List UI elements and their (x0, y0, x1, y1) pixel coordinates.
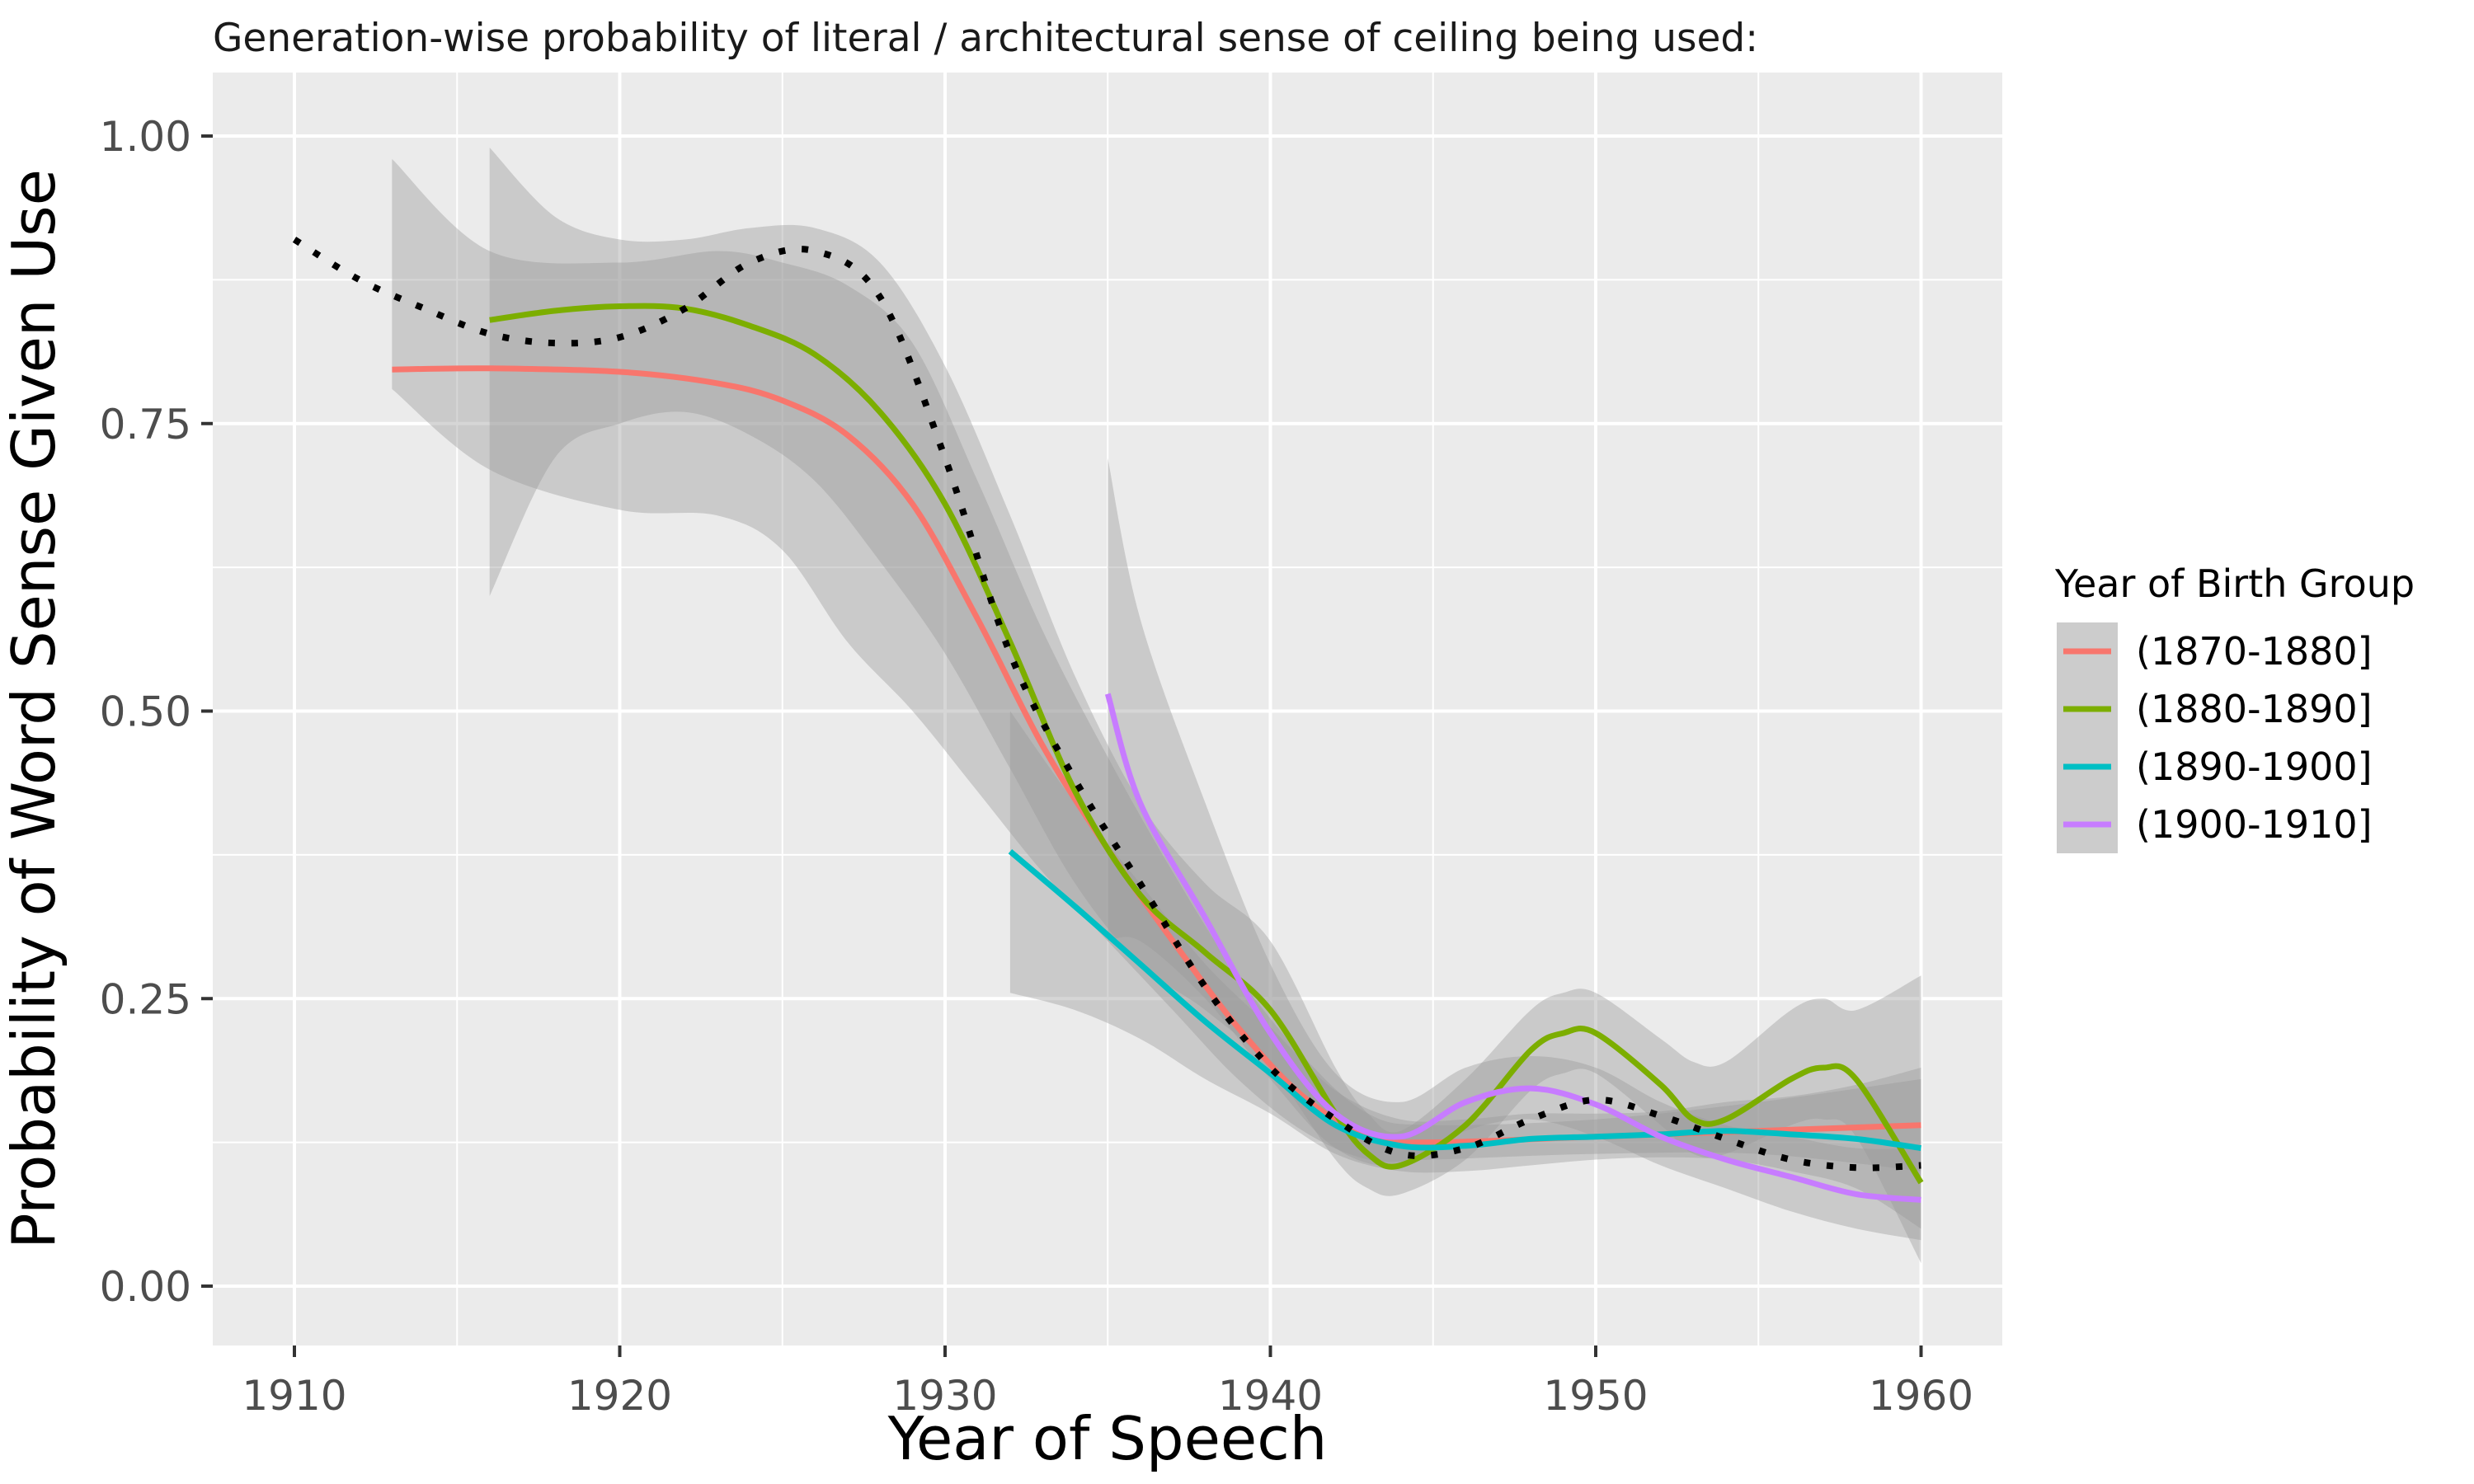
legend-label: (1880-1890] (2136, 687, 2373, 731)
legend-label: (1900-1910] (2136, 802, 2373, 847)
x-axis-title: Year of Speech (887, 1404, 1328, 1473)
y-tick-label: 0.00 (100, 1263, 191, 1311)
grid-major (213, 73, 2002, 1345)
series-line-4 (292, 237, 1921, 1172)
x-tick-label: 1910 (242, 1372, 346, 1420)
ribbon-series-1 (489, 148, 1921, 1264)
series-line-1 (489, 303, 1924, 1185)
x-tick-label: 1940 (1218, 1372, 1323, 1420)
series-line-2 (1008, 849, 1921, 1152)
legend-label: (1890-1900] (2136, 744, 2373, 789)
y-tick-label: 1.00 (100, 113, 191, 161)
ribbon-series-3 (1108, 458, 1921, 1241)
y-axis-title: Probability of Word Sense Given Use (0, 169, 68, 1249)
y-tick-label: 0.25 (100, 975, 191, 1023)
y-tick-label: 0.50 (100, 688, 191, 736)
ribbon-series-0 (392, 158, 1921, 1172)
series-lines (292, 237, 1924, 1203)
x-tick-label: 1950 (1543, 1372, 1648, 1420)
grid-minor (213, 73, 2002, 1345)
x-axis: 1910 1920 1930 1940 1950 1960 (242, 1345, 1973, 1420)
legend-label: (1870-1880] (2136, 629, 2373, 674)
chart-title: Generation-wise probability of literal /… (213, 16, 1758, 61)
x-tick-label: 1960 (1869, 1372, 1973, 1420)
legend-title: Year of Birth Group (2054, 561, 2415, 606)
x-tick-label: 1920 (567, 1372, 672, 1420)
series-line-3 (1104, 693, 1921, 1203)
y-axis: 0.00 0.25 0.50 0.75 1.00 (100, 113, 213, 1311)
legend: Year of Birth Group (1870-1880] (1880-189… (2054, 561, 2415, 853)
y-tick-label: 0.75 (100, 401, 191, 448)
x-tick-label: 1930 (892, 1372, 997, 1420)
